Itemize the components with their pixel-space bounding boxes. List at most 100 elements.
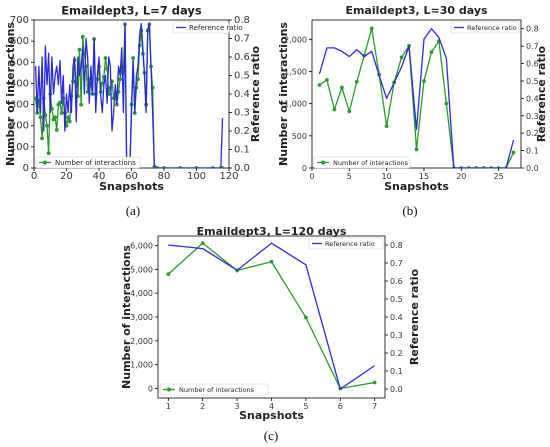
- legend-label-upper: Reference ratio: [325, 240, 375, 248]
- x-tick-label: 20: [456, 172, 466, 181]
- x-tick-label: 4: [269, 402, 274, 411]
- legend-box-upper: [308, 237, 384, 250]
- y-right-tick-label: 0.3: [234, 108, 250, 119]
- y-right-tick-label: 0.2: [390, 349, 403, 358]
- y-right-tick-label: 0.3: [390, 331, 403, 340]
- y-right-tick-label: 0.8: [390, 241, 403, 250]
- data-point: [200, 241, 205, 246]
- y-right-tick-label: 0.0: [234, 163, 250, 174]
- x-tick-label: 2: [200, 402, 205, 411]
- panel-label-a: (a): [126, 203, 140, 218]
- data-point: [325, 77, 329, 82]
- chart-title: Emaildept3, L=30 days: [345, 4, 488, 17]
- y-right-tick-label: 0.1: [390, 367, 403, 376]
- x-tick-label: 60: [125, 171, 138, 182]
- data-point: [414, 147, 419, 152]
- x-tick-label: 25: [494, 172, 504, 181]
- data-point: [384, 124, 389, 129]
- y-left-tick-label: 600: [10, 36, 29, 47]
- x-axis-label: Snapshots: [99, 180, 164, 193]
- data-point: [131, 56, 136, 60]
- data-point: [399, 55, 404, 60]
- series-line-green: [167, 242, 375, 390]
- y-right-tick-label: 0.5: [234, 71, 250, 82]
- data-point: [136, 77, 140, 82]
- x-tick-label: 0: [309, 172, 314, 181]
- data-point: [429, 50, 434, 55]
- legend-label-upper: Reference ratio: [467, 24, 517, 32]
- x-axis-label: Snapshots: [384, 180, 449, 193]
- legend-marker-green: [43, 160, 47, 165]
- data-point: [66, 115, 71, 120]
- data-point: [372, 380, 377, 385]
- data-point: [53, 115, 58, 120]
- y-left-tick-label: 500: [10, 57, 29, 68]
- data-point: [369, 26, 374, 31]
- data-point: [59, 111, 64, 115]
- y-left-tick-label: 0: [302, 164, 307, 173]
- y-right-axis-label: Reference ratio: [408, 268, 421, 365]
- y-left-axis-label: Number of interactions: [277, 22, 290, 166]
- chart-3: Emaildept3, L=120 days 1 2 3 4 5 6 7 0 1,000 2,000…: [120, 225, 421, 422]
- y-right-tick-label: 0.7: [234, 34, 250, 45]
- series-line-green: [319, 27, 515, 168]
- y-right-tick-label: 0.8: [234, 15, 250, 26]
- legend-marker-green: [167, 387, 171, 392]
- data-point: [444, 101, 449, 106]
- y-right-tick-label: 0.2: [526, 129, 539, 138]
- legend-label-upper: Reference ratio: [189, 24, 243, 32]
- data-point: [422, 79, 426, 84]
- y-left-tick-label: 0: [23, 163, 29, 174]
- data-point: [269, 259, 274, 264]
- x-tick-label: 40: [93, 171, 106, 182]
- data-point: [511, 150, 516, 155]
- y-right-tick-label: 0.3: [526, 112, 539, 121]
- y-right-tick-label: 0.4: [390, 313, 403, 322]
- data-point: [67, 119, 72, 124]
- y-right-tick-label: 0.1: [526, 147, 539, 156]
- series-group: [166, 241, 377, 391]
- series-group: [34, 22, 225, 168]
- x-tick-label: 10: [382, 172, 392, 181]
- y-left-tick-label: 3,000: [130, 313, 153, 322]
- plot-frame: [311, 19, 522, 169]
- y-right-tick-label: 0.4: [234, 89, 250, 100]
- y-right-tick-label: 0.6: [390, 277, 403, 286]
- legend-label-lower: Number of interactions: [333, 159, 409, 167]
- series-line-blue: [168, 242, 376, 390]
- y-right-tick-label: 0.8: [526, 25, 539, 34]
- data-point: [347, 109, 352, 114]
- y-right-tick-label: 0.0: [526, 164, 539, 173]
- x-tick-label: 100: [187, 171, 206, 182]
- y-left-tick-label: 0: [148, 384, 153, 393]
- y-left-tick-label: 200: [10, 121, 29, 132]
- y-left-tick-label: 500: [292, 132, 307, 141]
- legend-box-upper: [172, 21, 230, 34]
- data-point: [317, 83, 322, 87]
- data-point: [166, 272, 171, 277]
- y-right-tick-label: 0.7: [390, 259, 403, 268]
- data-point: [118, 77, 123, 82]
- y-left-tick-label: 700: [10, 15, 29, 26]
- y-right-tick-label: 0.7: [526, 42, 539, 51]
- x-tick-label: 120: [219, 171, 238, 182]
- y-left-tick-label: 100: [10, 142, 29, 153]
- x-tick-label: 1: [166, 402, 171, 411]
- panel-label-b: (b): [402, 203, 417, 218]
- y-left-tick-label: 1,500: [284, 67, 307, 76]
- y-left-tick-label: 2,000: [284, 35, 307, 44]
- x-tick-label: 7: [372, 402, 377, 411]
- data-point: [339, 85, 344, 90]
- y-right-axis-label: Reference ratio: [535, 45, 548, 142]
- data-point: [77, 47, 82, 52]
- x-tick-label: 6: [338, 402, 343, 411]
- data-point: [40, 136, 45, 141]
- x-tick-label: 0: [31, 171, 37, 182]
- x-axis-label: Snapshots: [239, 409, 304, 422]
- panel-label-c: (c): [264, 428, 278, 443]
- data-point: [54, 128, 59, 132]
- y-left-tick-label: 300: [10, 100, 29, 111]
- y-left-tick-label: 1,000: [284, 100, 307, 109]
- data-point: [79, 102, 84, 107]
